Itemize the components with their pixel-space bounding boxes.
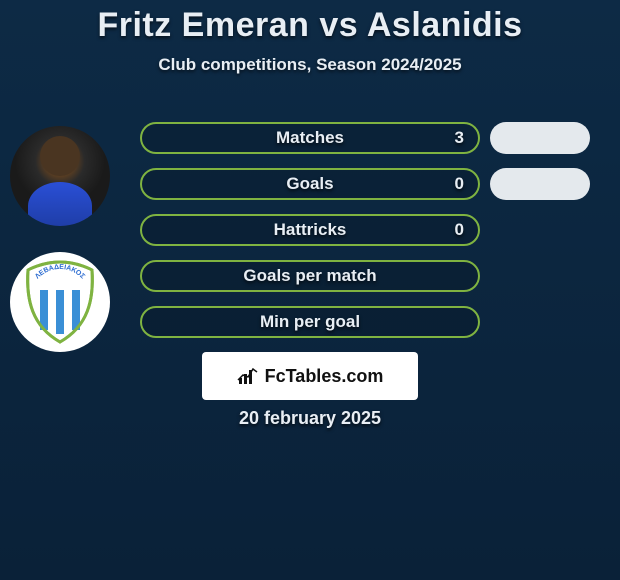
chart-icon [237,366,259,386]
team-crest: ΛΕΒΑΔΕΙΑΚΟΣ [20,260,100,344]
pill-goals [490,168,590,200]
stat-label: Goals per match [243,266,376,286]
pill-matches [490,122,590,154]
stat-bar-goals: Goals 0 [140,168,480,200]
player-avatar [10,126,110,226]
stats-bars: Matches 3 Goals 0 Hattricks 0 Goals per … [140,122,480,352]
avatars-column: ΛΕΒΑΔΕΙΑΚΟΣ [10,126,110,378]
stat-bar-goals-per-match: Goals per match [140,260,480,292]
header: Fritz Emeran vs Aslanidis Club competiti… [0,0,620,75]
page-subtitle: Club competitions, Season 2024/2025 [0,55,620,75]
stat-bar-matches: Matches 3 [140,122,480,154]
stat-pills [490,122,590,214]
source-logo-text: FcTables.com [265,366,384,387]
page-title: Fritz Emeran vs Aslanidis [0,6,620,45]
stat-bar-hattricks: Hattricks 0 [140,214,480,246]
stat-value: 3 [455,128,464,148]
stat-label: Matches [276,128,344,148]
stat-bar-min-per-goal: Min per goal [140,306,480,338]
stat-value: 0 [455,220,464,240]
crest-svg: ΛΕΒΑΔΕΙΑΚΟΣ [20,260,100,344]
stat-label: Hattricks [274,220,347,240]
stat-label: Goals [286,174,333,194]
stat-label: Min per goal [260,312,360,332]
team-avatar: ΛΕΒΑΔΕΙΑΚΟΣ [10,252,110,352]
source-logo: FcTables.com [202,352,418,400]
stat-value: 0 [455,174,464,194]
footer-date: 20 february 2025 [0,408,620,429]
